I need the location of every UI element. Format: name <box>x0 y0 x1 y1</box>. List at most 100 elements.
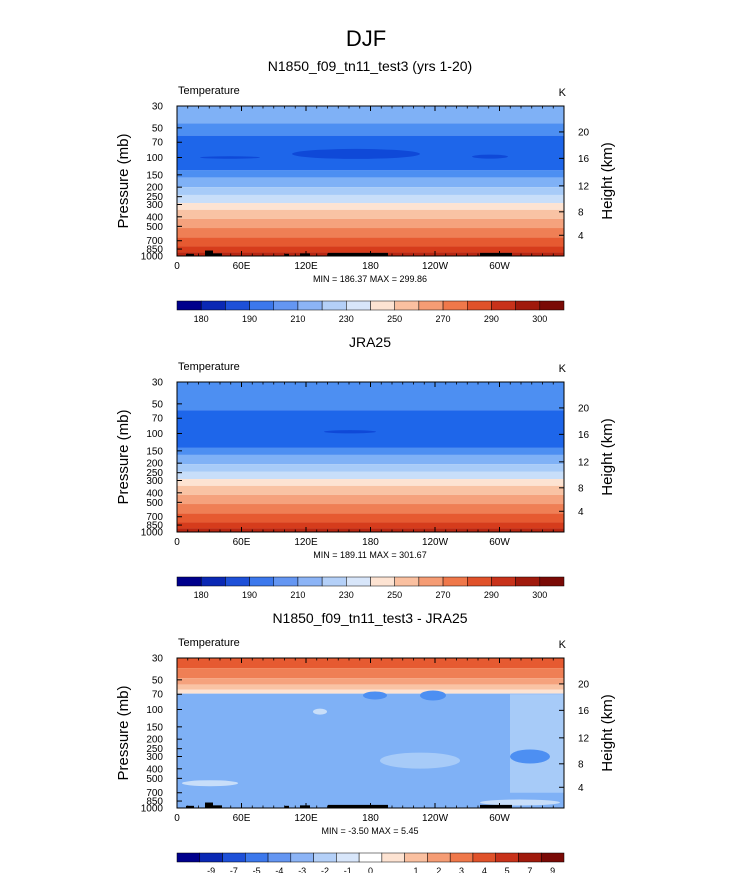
cold-core-blob <box>200 156 260 159</box>
x-tick-label: 120E <box>294 813 318 824</box>
colorbar-label: 230 <box>339 590 354 600</box>
y-tick-label: 200 <box>146 735 163 746</box>
y-tick-label: 300 <box>146 476 163 487</box>
colorbar-label: 210 <box>290 314 305 324</box>
anomaly-blob <box>363 691 387 700</box>
cold-core-blob <box>292 148 420 159</box>
x-tick-label: 120E <box>294 261 318 272</box>
y2-axis-label: Height (km) <box>599 418 616 496</box>
topography <box>480 252 512 256</box>
y-tick-label: 200 <box>146 459 163 470</box>
colorbar-label: 4 <box>482 866 487 873</box>
panel-title: N1850_f09_tn11_test3 (yrs 1-20) <box>268 58 472 74</box>
colorbar-box <box>495 852 519 863</box>
colorbar-box <box>449 852 474 863</box>
y-tick-label: 200 <box>146 183 163 194</box>
y-tick-label: 500 <box>146 774 163 785</box>
colorbar-box <box>518 852 542 863</box>
y2-tick-label: 8 <box>578 483 584 494</box>
x-tick-label: 180 <box>362 813 379 824</box>
colorbar-box <box>467 300 492 311</box>
contour-band <box>177 684 564 690</box>
y-axis-label: Pressure (mb) <box>115 409 132 504</box>
colorbar-box <box>467 576 492 587</box>
y-tick-label: 250 <box>146 744 163 755</box>
y-axis-label: Pressure (mb) <box>115 133 132 228</box>
colorbar-box <box>176 300 202 311</box>
contour-band <box>177 479 564 486</box>
y2-tick-label: 4 <box>578 231 584 242</box>
anomaly-blob <box>182 780 238 787</box>
colorbar-box <box>346 576 371 587</box>
contour-band <box>177 658 564 669</box>
y-tick-label: 500 <box>146 222 163 233</box>
contour-band <box>177 410 564 448</box>
contour-band <box>177 170 564 178</box>
y-tick-label: 30 <box>152 378 164 389</box>
contour-band <box>177 218 564 229</box>
colorbar-box <box>336 852 360 863</box>
x-tick-label: 0 <box>174 261 180 272</box>
topography <box>205 802 213 808</box>
variable-label: Temperature <box>178 637 240 649</box>
colorbar-box <box>176 852 201 863</box>
x-tick-label: 0 <box>174 537 180 548</box>
colorbar-box <box>321 576 347 587</box>
colorbar-label: -1 <box>344 866 352 873</box>
y-tick-label: 100 <box>146 153 163 164</box>
x-tick-label: 120W <box>422 537 449 548</box>
y-tick-label: 700 <box>146 512 163 523</box>
colorbar-box <box>297 300 323 311</box>
topography <box>213 253 222 256</box>
y2-tick-label: 20 <box>578 679 590 690</box>
colorbar-box <box>394 300 420 311</box>
colorbar-label: 180 <box>194 590 209 600</box>
topography <box>480 804 512 808</box>
y2-tick-label: 12 <box>578 733 590 744</box>
colorbar-box <box>394 576 420 587</box>
anomaly-blob <box>380 752 460 769</box>
y2-tick-label: 12 <box>578 181 590 192</box>
min-max-label: MIN = 186.37 MAX = 299.86 <box>313 274 427 284</box>
colorbar-box <box>442 576 468 587</box>
colorbar-box <box>321 300 347 311</box>
x-tick-label: 120W <box>422 261 449 272</box>
y2-axis-label: Height (km) <box>599 142 616 220</box>
y-tick-label: 850 <box>146 245 163 256</box>
colorbar-label: -9 <box>207 866 215 873</box>
colorbar-box <box>381 852 405 863</box>
colorbar-box <box>515 300 541 311</box>
colorbar-box <box>200 300 226 311</box>
contour-band <box>177 693 564 808</box>
y-tick-label: 1000 <box>141 528 164 539</box>
colorbar-box <box>491 576 516 587</box>
y-tick-label: 300 <box>146 752 163 763</box>
y-tick-label: 70 <box>152 690 164 701</box>
topography <box>285 805 289 808</box>
topography <box>328 252 388 256</box>
y-tick-label: 400 <box>146 488 163 499</box>
x-tick-label: 180 <box>362 261 379 272</box>
y-tick-label: 700 <box>146 788 163 799</box>
panel-3: N1850_f09_tn11_test3 - JRA25 Temperature K… <box>115 610 616 873</box>
y-axis-label: Pressure (mb) <box>115 685 132 780</box>
colorbar-label: 1 <box>414 866 419 873</box>
colorbar-box <box>370 300 395 311</box>
x-tick-label: 60W <box>489 813 510 824</box>
colorbar-box <box>200 576 226 587</box>
y-tick-label: 400 <box>146 764 163 775</box>
topography <box>205 250 213 256</box>
panel-2: JRA25 Temperature K 0 60E 120E 180 120W 60W 30 50 7… <box>115 334 616 600</box>
colorbar-label: 290 <box>484 314 499 324</box>
colorbar-box <box>491 300 516 311</box>
x-tick-label: 0 <box>174 813 180 824</box>
contour-band <box>177 454 564 465</box>
colorbar-box <box>442 300 468 311</box>
anomaly-blob <box>420 690 446 701</box>
cold-core-blob <box>472 154 508 159</box>
colorbar-label: -7 <box>230 866 238 873</box>
colorbar-label: 230 <box>339 314 354 324</box>
contour-band <box>177 471 564 480</box>
variable-label: Temperature <box>178 85 240 97</box>
